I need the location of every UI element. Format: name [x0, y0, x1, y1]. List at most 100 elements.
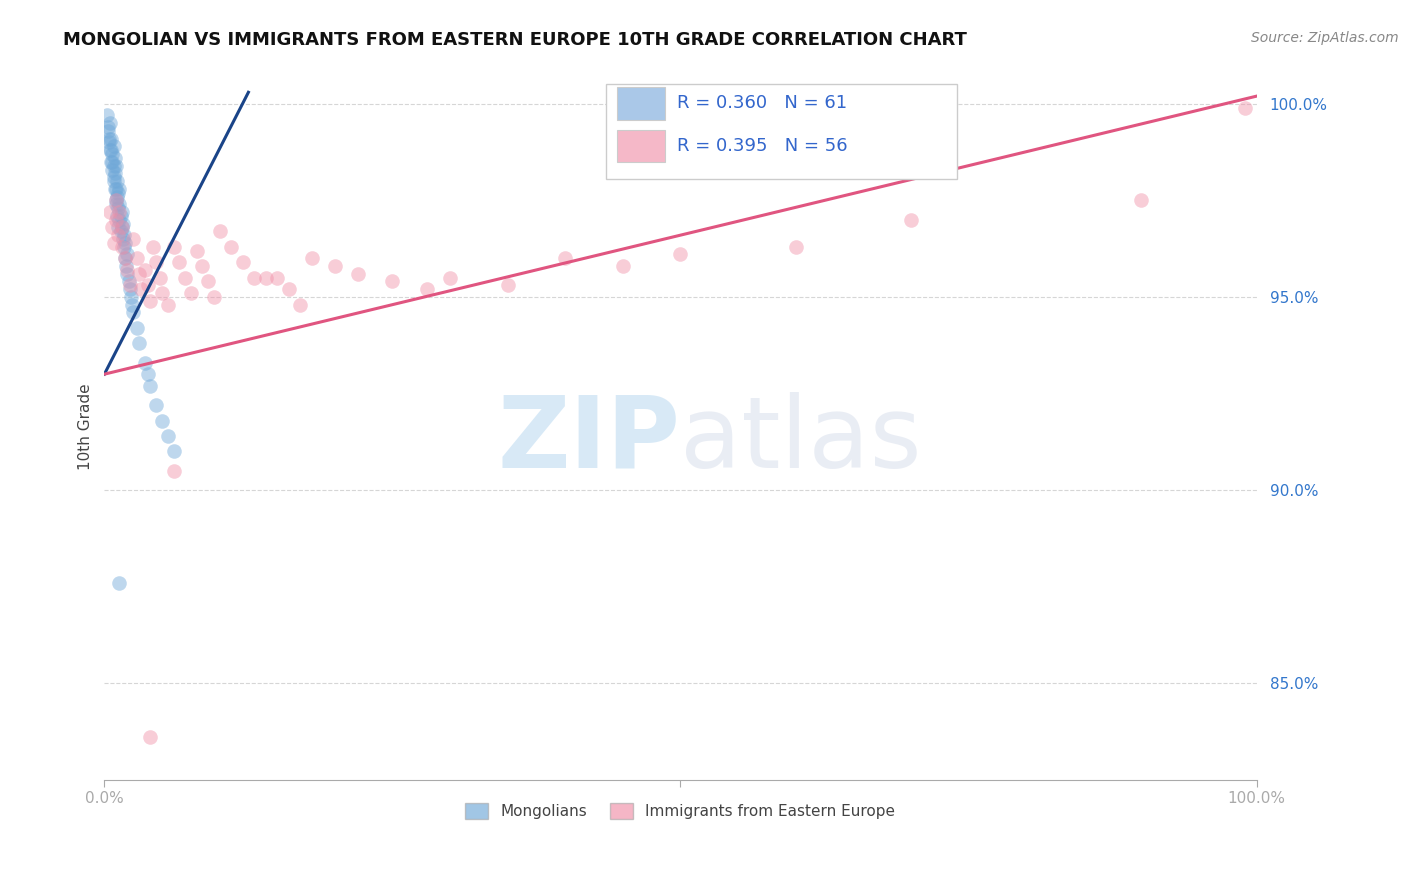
Point [97, 124, 120, 138]
Point [104, 194, 127, 208]
Point [323, 259, 346, 273]
Point [439, 270, 461, 285]
Point [381, 275, 404, 289]
Text: MONGOLIAN VS IMMIGRANTS FROM EASTERN EUROPE 10TH GRADE CORRELATION CHART: MONGOLIAN VS IMMIGRANTS FROM EASTERN EUR… [63, 31, 967, 49]
Point [202, 290, 225, 304]
Point [117, 275, 139, 289]
Point [128, 336, 150, 351]
Point [169, 255, 191, 269]
Point [139, 730, 162, 744]
Point [100, 143, 122, 157]
Point [496, 278, 519, 293]
Point [98, 205, 121, 219]
Point [110, 209, 132, 223]
Point [103, 139, 125, 153]
Point [96, 108, 118, 122]
Point [108, 212, 131, 227]
Point [162, 444, 184, 458]
Point [232, 255, 254, 269]
Point [162, 464, 184, 478]
Point [1234, 101, 1257, 115]
Point [191, 259, 214, 273]
Point [142, 240, 165, 254]
Point [180, 286, 202, 301]
Point [347, 267, 370, 281]
Point [125, 321, 148, 335]
Point [118, 282, 141, 296]
FancyBboxPatch shape [617, 87, 665, 120]
Point [136, 278, 159, 293]
Point [149, 270, 172, 285]
Point [98, 116, 121, 130]
Point [108, 197, 131, 211]
Point [108, 205, 131, 219]
Point [104, 182, 127, 196]
Point [121, 298, 143, 312]
Point [103, 159, 125, 173]
Point [107, 228, 129, 243]
Point [136, 367, 159, 381]
Point [111, 220, 134, 235]
Point [139, 378, 162, 392]
Point [139, 293, 162, 308]
Point [117, 267, 139, 281]
Point [145, 398, 167, 412]
Point [669, 247, 692, 261]
Point [208, 224, 231, 238]
Point [117, 247, 139, 261]
Text: R = 0.395   N = 56: R = 0.395 N = 56 [678, 136, 848, 155]
Point [107, 220, 129, 235]
Point [114, 235, 136, 250]
Point [107, 186, 129, 200]
Point [122, 232, 145, 246]
Point [105, 189, 128, 203]
Point [100, 131, 122, 145]
Point [101, 154, 124, 169]
Point [104, 166, 127, 180]
Point [104, 151, 127, 165]
Point [103, 174, 125, 188]
Point [1130, 194, 1153, 208]
Point [108, 182, 131, 196]
Legend: Mongolians, Immigrants from Eastern Europe: Mongolians, Immigrants from Eastern Euro… [460, 797, 901, 825]
Point [114, 252, 136, 266]
Point [301, 252, 323, 266]
Point [110, 224, 132, 238]
Point [134, 263, 156, 277]
Point [108, 575, 131, 590]
Point [118, 278, 141, 293]
Text: ZIP: ZIP [498, 392, 681, 489]
Point [98, 136, 121, 150]
Point [111, 205, 134, 219]
Point [103, 170, 125, 185]
Point [900, 212, 922, 227]
Point [186, 244, 208, 258]
Point [104, 194, 127, 208]
Point [104, 159, 127, 173]
Y-axis label: 10th Grade: 10th Grade [79, 383, 93, 469]
Point [416, 282, 439, 296]
Point [101, 220, 124, 235]
Point [100, 154, 122, 169]
Point [105, 209, 128, 223]
Point [197, 275, 219, 289]
Point [97, 120, 120, 134]
Point [156, 429, 179, 443]
Point [785, 240, 807, 254]
Point [145, 255, 167, 269]
Point [150, 413, 173, 427]
FancyBboxPatch shape [617, 129, 665, 162]
Point [612, 259, 634, 273]
Point [112, 240, 135, 254]
Point [115, 259, 138, 273]
Point [174, 270, 197, 285]
Point [111, 240, 134, 254]
Point [125, 252, 148, 266]
Text: atlas: atlas [681, 392, 922, 489]
Point [114, 252, 136, 266]
Point [128, 267, 150, 281]
Text: Source: ZipAtlas.com: Source: ZipAtlas.com [1251, 31, 1399, 45]
Point [117, 263, 139, 277]
Point [129, 282, 152, 296]
Point [554, 252, 576, 266]
